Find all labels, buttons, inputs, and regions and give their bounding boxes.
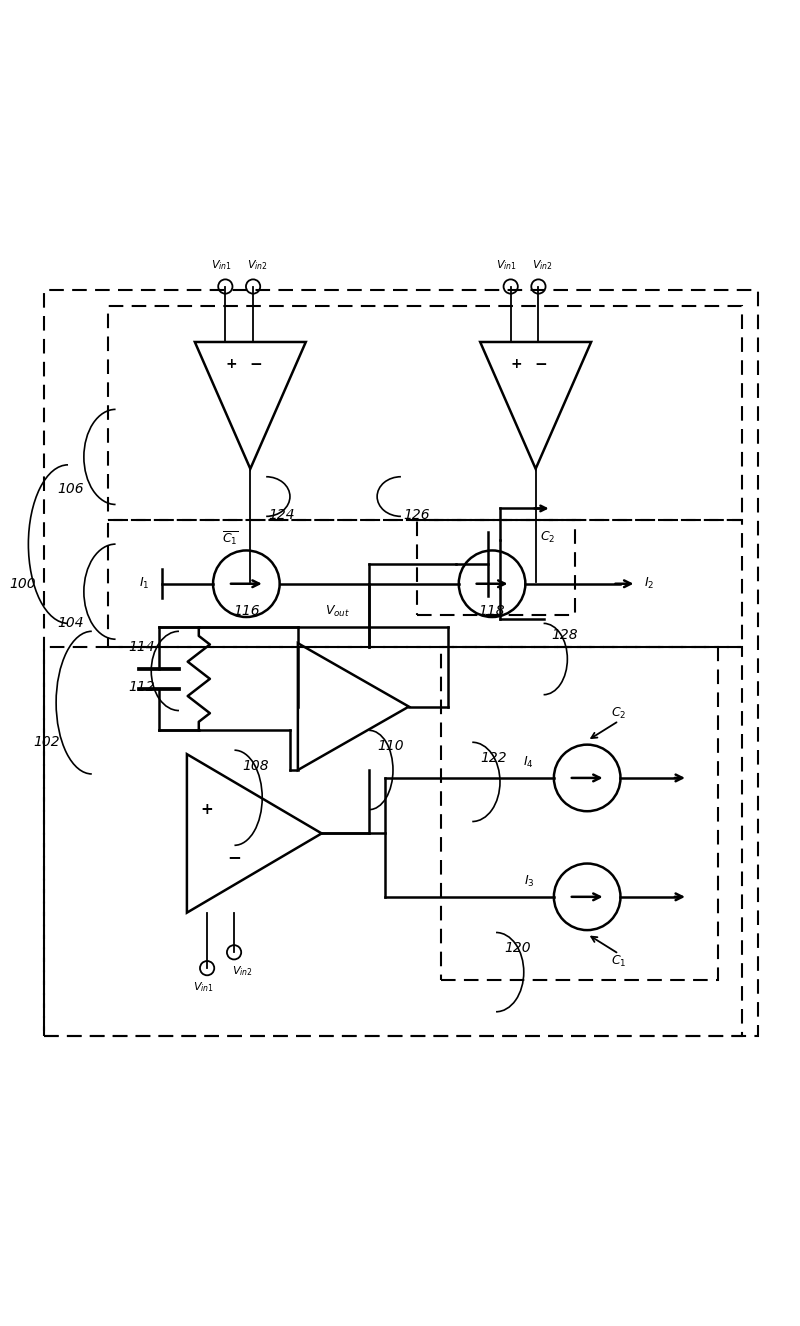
Text: −: − bbox=[227, 849, 241, 866]
Text: 102: 102 bbox=[34, 735, 60, 749]
Text: $V_{in2}$: $V_{in2}$ bbox=[231, 964, 253, 979]
Text: $I_1$: $I_1$ bbox=[139, 577, 150, 591]
Text: −: − bbox=[250, 357, 262, 371]
Text: 116: 116 bbox=[233, 603, 260, 618]
Text: $V_{in1}$: $V_{in1}$ bbox=[193, 980, 214, 994]
Text: $C_2$: $C_2$ bbox=[540, 530, 555, 545]
Text: 126: 126 bbox=[403, 508, 430, 522]
Text: $V_{in1}$: $V_{in1}$ bbox=[211, 259, 232, 272]
Bar bbox=[44, 647, 742, 1036]
Bar bbox=[44, 290, 758, 1036]
Text: $V_{in2}$: $V_{in2}$ bbox=[532, 259, 553, 272]
Text: $I_4$: $I_4$ bbox=[523, 754, 534, 769]
Bar bbox=[108, 520, 742, 647]
Text: 114: 114 bbox=[129, 640, 155, 654]
Text: 120: 120 bbox=[504, 941, 530, 955]
Text: $I_3$: $I_3$ bbox=[523, 874, 534, 888]
Text: $C_2$: $C_2$ bbox=[611, 705, 626, 721]
Text: −: − bbox=[535, 357, 547, 371]
Text: +: + bbox=[201, 802, 214, 817]
Text: 106: 106 bbox=[58, 481, 84, 496]
Text: 128: 128 bbox=[551, 629, 578, 642]
Text: 100: 100 bbox=[10, 577, 36, 591]
Text: +: + bbox=[510, 357, 522, 371]
Text: $V_{in2}$: $V_{in2}$ bbox=[246, 259, 267, 272]
Text: $\overline{C_1}$: $\overline{C_1}$ bbox=[222, 530, 239, 548]
Bar bbox=[441, 647, 718, 980]
Text: $I_2$: $I_2$ bbox=[644, 577, 654, 591]
Text: 124: 124 bbox=[269, 508, 295, 522]
Text: 110: 110 bbox=[377, 739, 404, 753]
Text: 122: 122 bbox=[480, 751, 506, 765]
Text: 118: 118 bbox=[478, 603, 506, 618]
Text: $V_{out}$: $V_{out}$ bbox=[325, 605, 350, 619]
Text: +: + bbox=[225, 357, 237, 371]
Text: 104: 104 bbox=[58, 617, 84, 630]
Text: 112: 112 bbox=[129, 680, 155, 693]
Bar bbox=[108, 306, 742, 520]
Text: 108: 108 bbox=[242, 758, 269, 773]
Text: $V_{in1}$: $V_{in1}$ bbox=[496, 259, 517, 272]
Bar bbox=[417, 520, 575, 615]
Text: $C_1$: $C_1$ bbox=[611, 953, 626, 969]
